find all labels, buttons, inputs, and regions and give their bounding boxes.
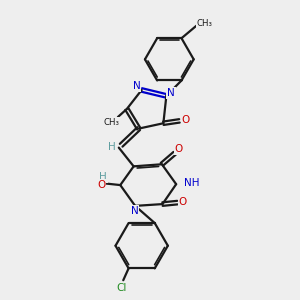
Text: N: N [131,206,138,216]
Text: H: H [108,142,116,152]
Text: O: O [179,197,187,207]
Text: CH₃: CH₃ [103,118,119,127]
Text: O: O [182,115,190,125]
Text: CH₃: CH₃ [197,19,213,28]
Text: H: H [100,172,107,182]
Text: O: O [174,144,183,154]
Text: N: N [133,81,140,92]
Text: O: O [97,180,105,190]
Text: NH: NH [184,178,200,188]
Text: N: N [167,88,175,98]
Text: Cl: Cl [116,283,127,293]
